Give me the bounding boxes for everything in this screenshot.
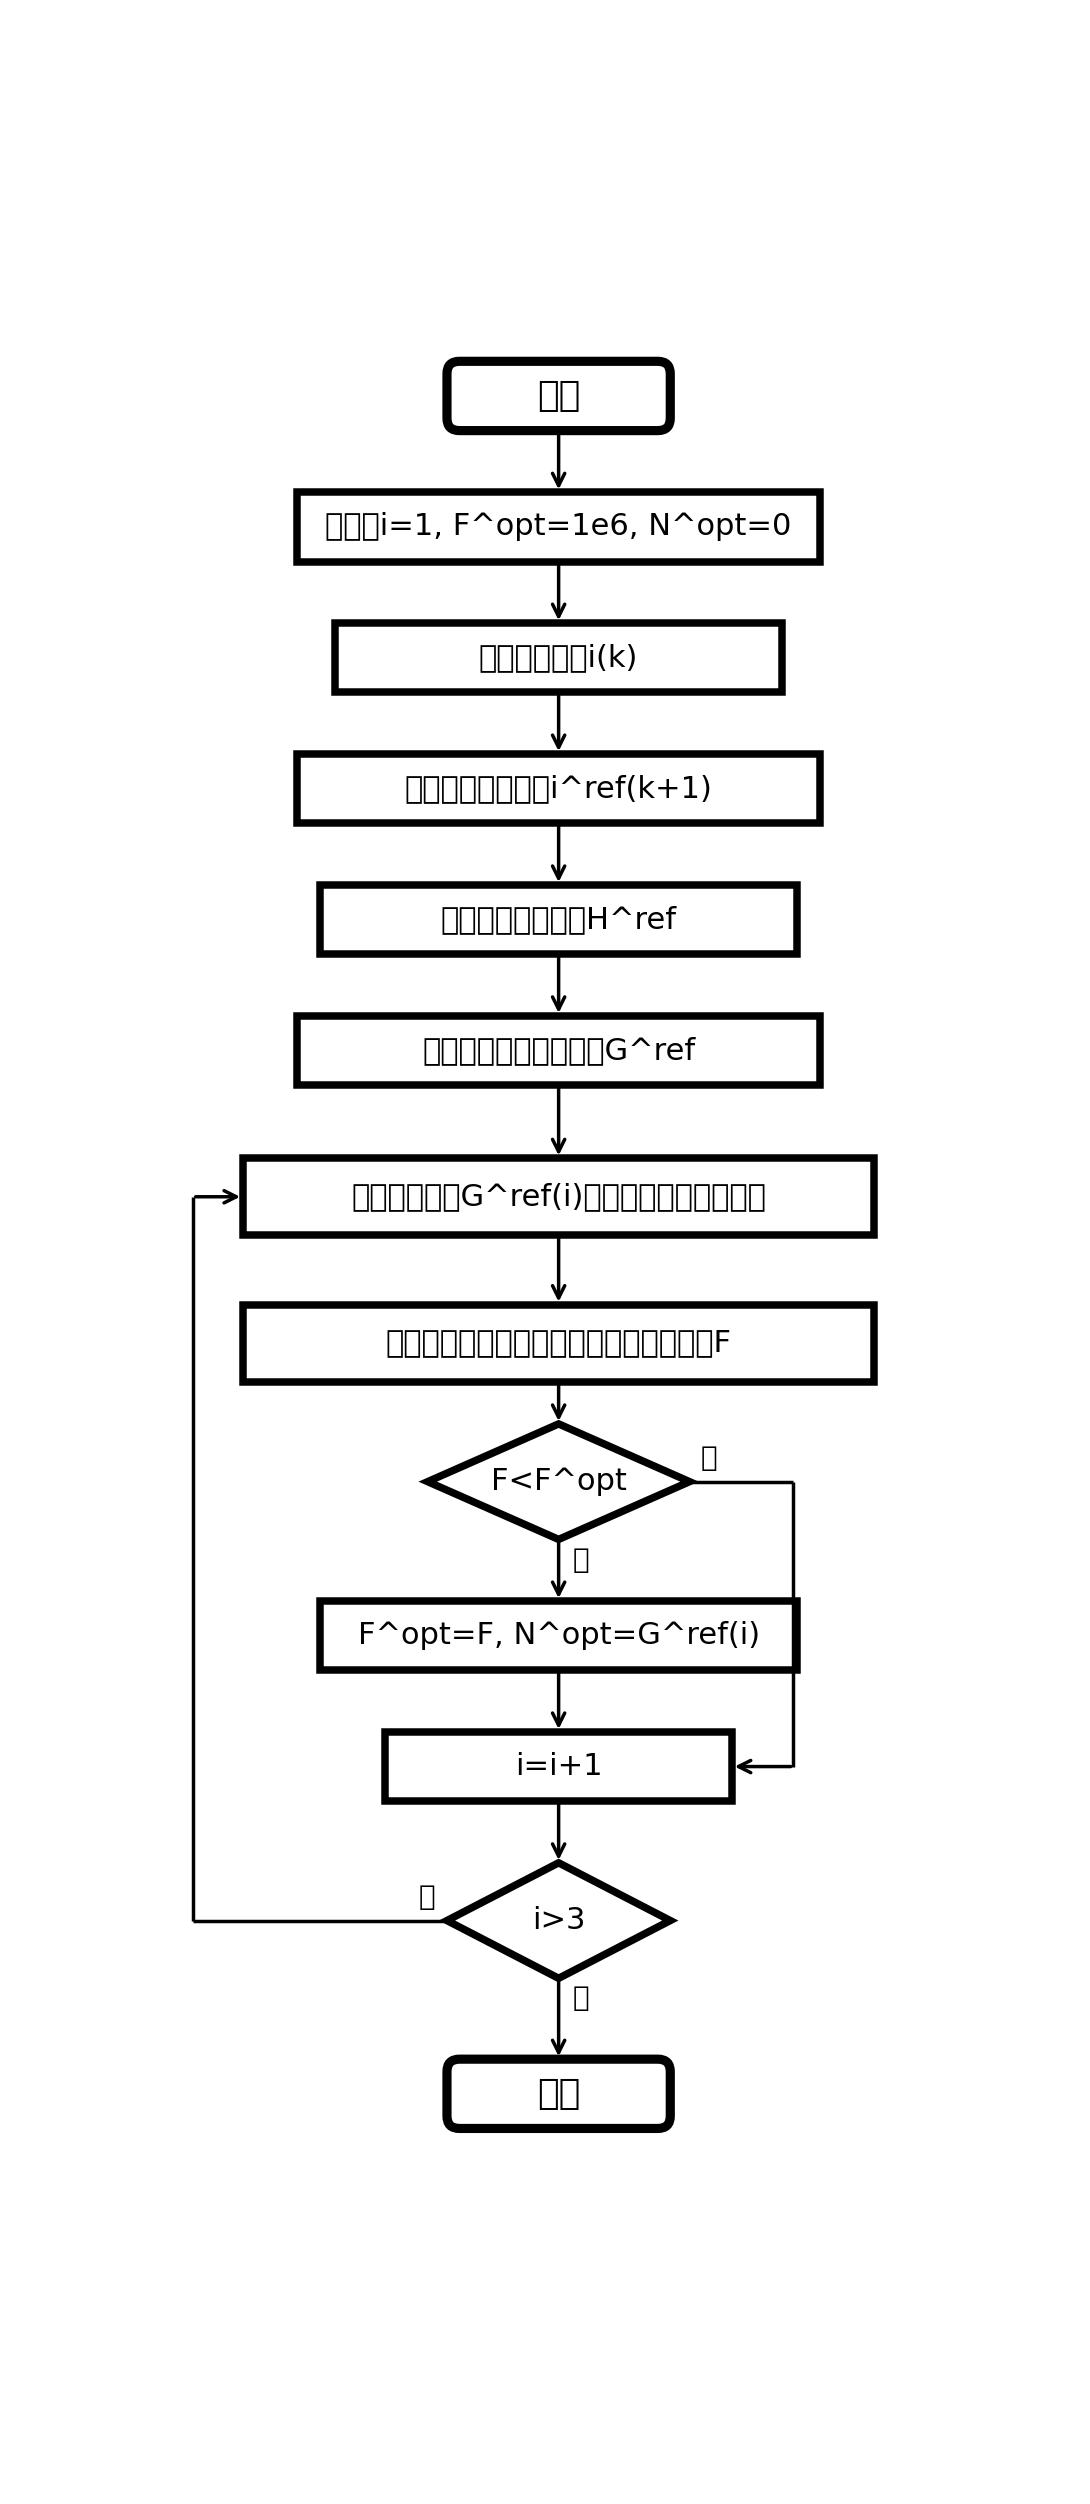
Bar [336,623,782,694]
Polygon shape [427,1425,690,1540]
Text: 根据输出电流参考和预测值计算评估函数F: 根据输出电流参考和预测值计算评估函数F [386,1330,731,1357]
Bar [296,754,821,824]
Text: 获取参考输出电流i^ref(k+1): 获取参考输出电流i^ref(k+1) [404,774,713,804]
Text: 是: 是 [572,1545,589,1573]
Text: 否: 否 [419,1883,435,1911]
FancyBboxPatch shape [447,361,670,431]
Text: 结束: 结束 [537,2076,580,2111]
Text: 计算参考输出电平H^ref: 计算参考输出电平H^ref [440,904,677,934]
Text: i=i+1: i=i+1 [514,1753,603,1780]
Text: 初始化i=1, F^opt=1e6, N^opt=0: 初始化i=1, F^opt=1e6, N^opt=0 [326,513,791,541]
FancyBboxPatch shape [447,2058,670,2128]
Bar [243,1159,874,1234]
Bar [296,1017,821,1084]
Bar [386,1733,731,1800]
Text: F<F^opt: F<F^opt [490,1467,627,1497]
Polygon shape [447,1863,670,1978]
Text: 根据输出电平G^ref(i)，计算输出电流预测值: 根据输出电平G^ref(i)，计算输出电流预测值 [351,1182,766,1212]
Bar [320,884,797,954]
Text: F^opt=F, N^opt=G^ref(i): F^opt=F, N^opt=G^ref(i) [358,1620,760,1650]
Text: 否: 否 [701,1445,717,1472]
Text: 开始: 开始 [537,378,580,413]
Text: 构造可能输出电平集合G^ref: 构造可能输出电平集合G^ref [422,1037,695,1064]
Text: i>3: i>3 [532,1906,585,1936]
Bar [320,1600,797,1670]
Text: 是: 是 [572,1986,589,2013]
Bar [243,1305,874,1382]
Text: 采样输出电流i(k): 采样输出电流i(k) [479,644,639,671]
Bar [296,493,821,561]
